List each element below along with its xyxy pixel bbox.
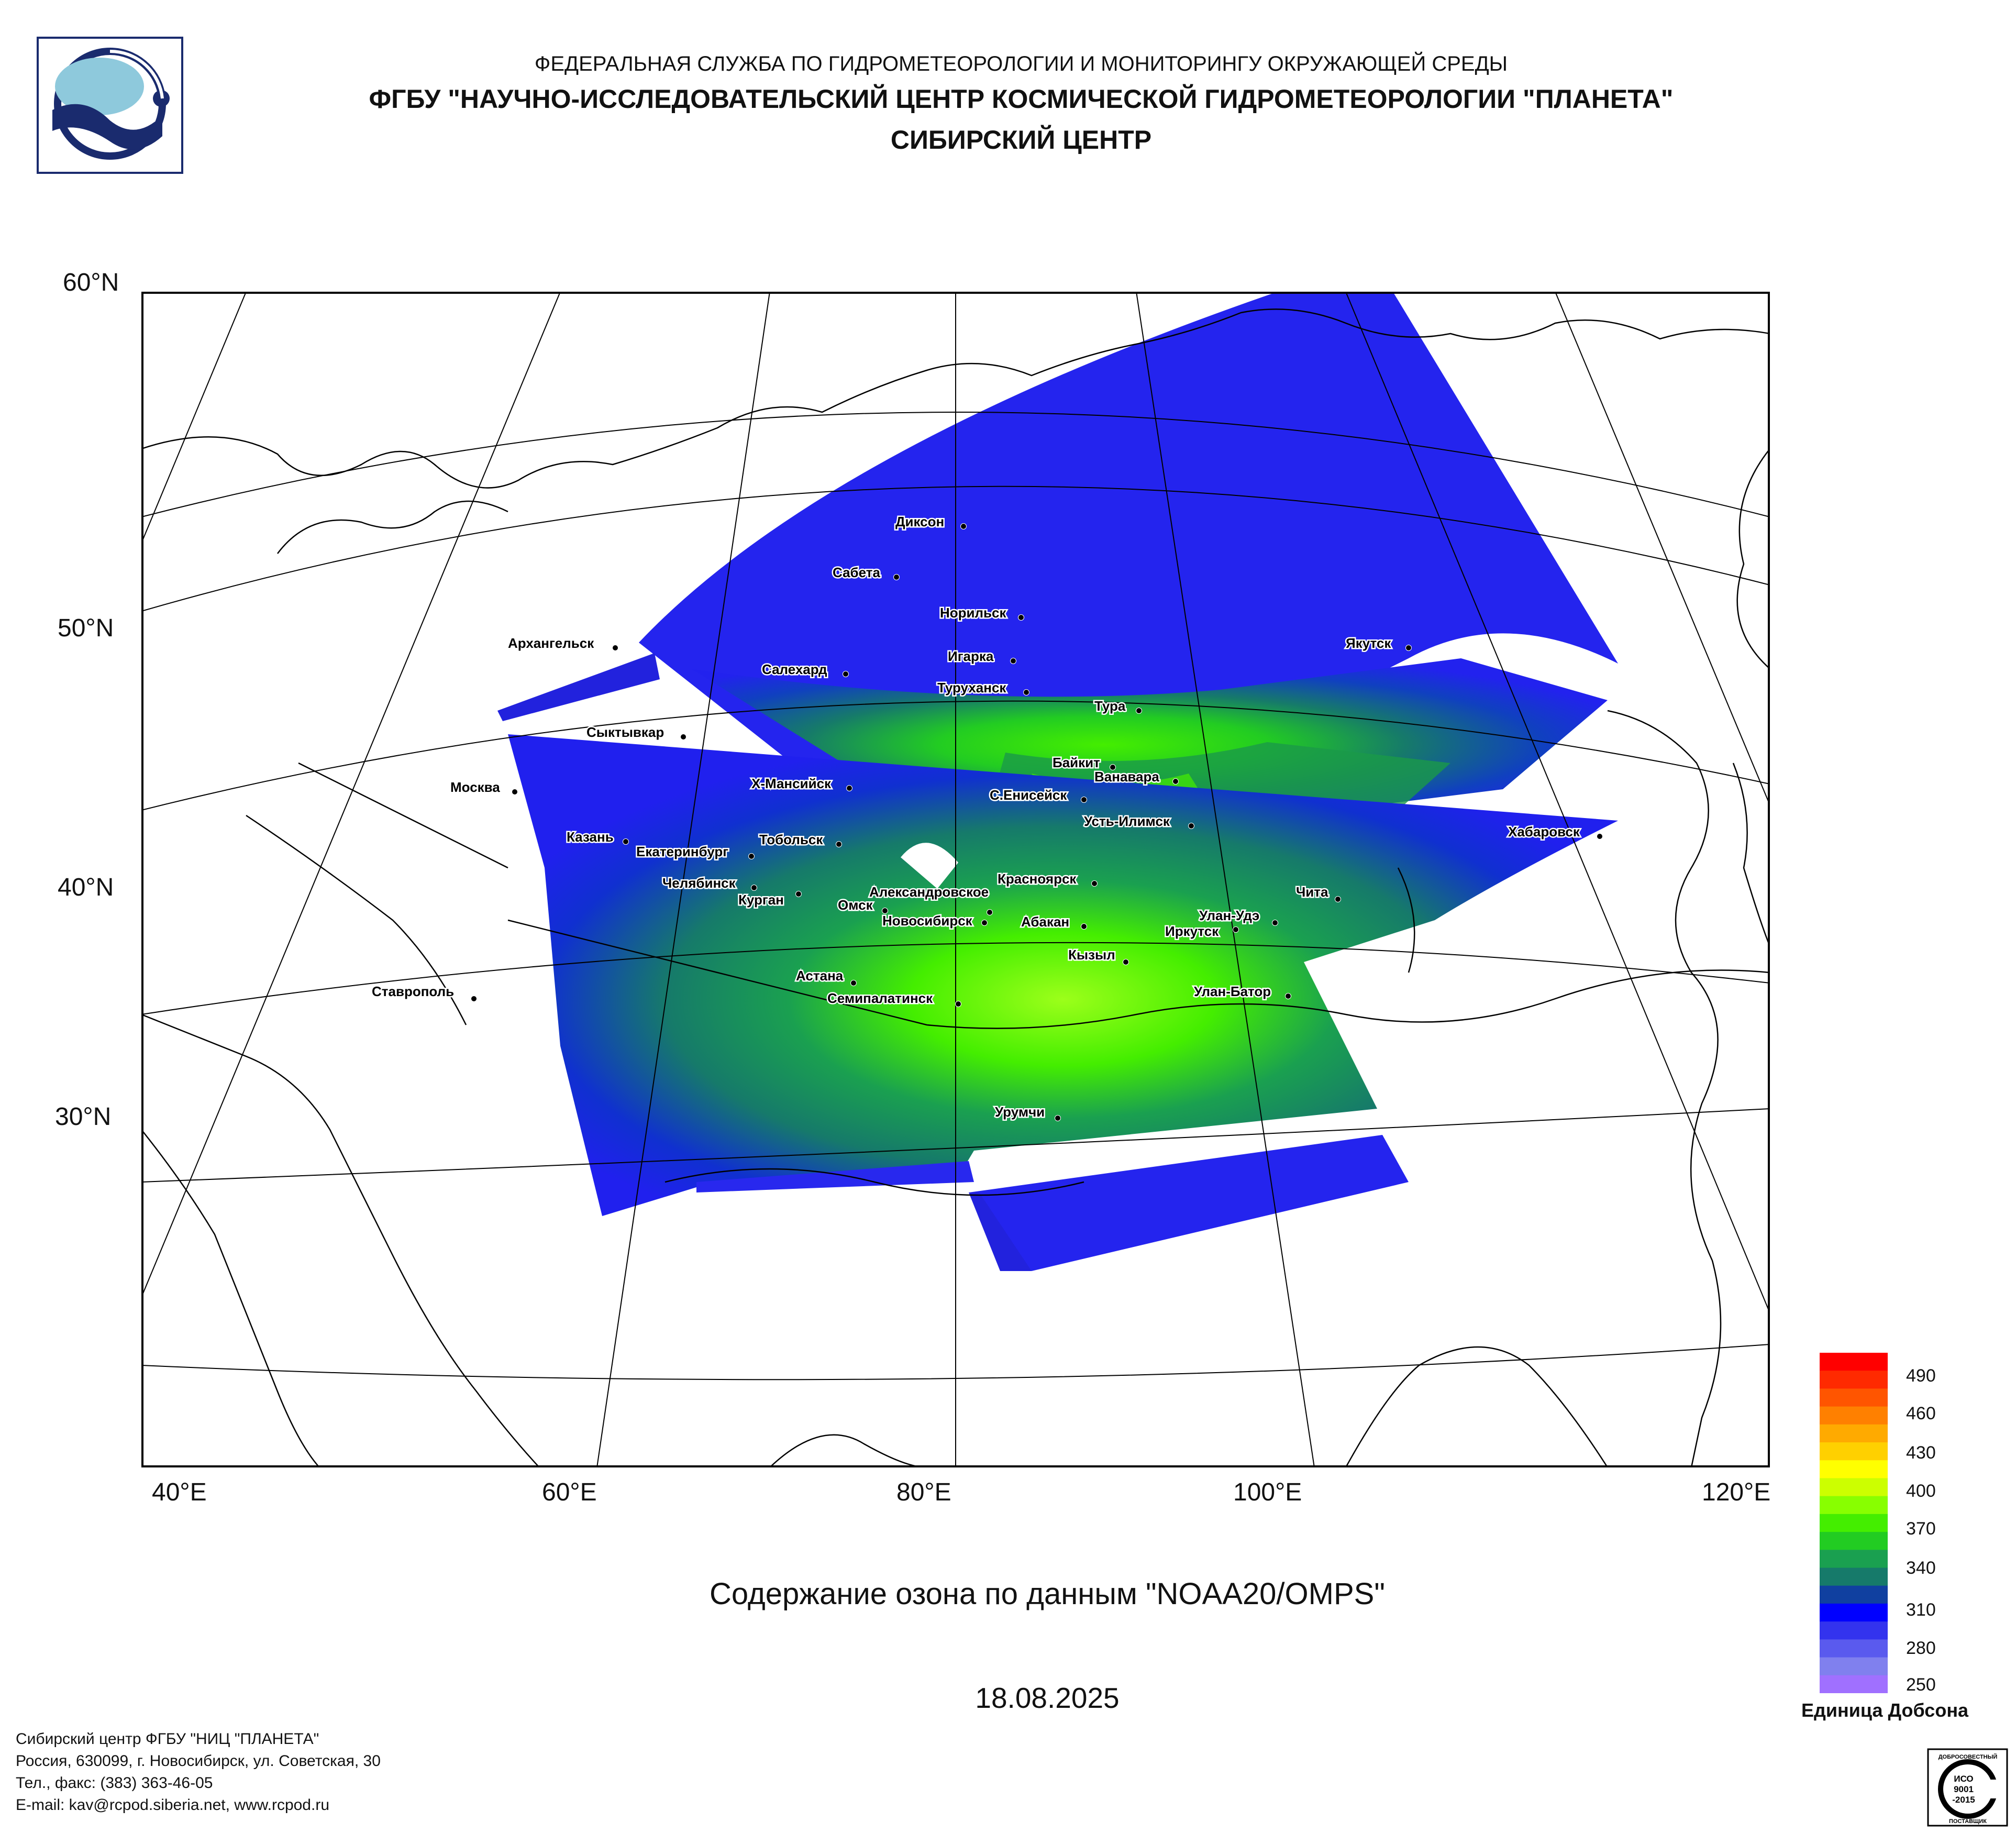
lat-label-50: 50°N [58,614,114,642]
cert-bottom-text: ПОСТАВЩИК [1949,1818,1987,1825]
city-label: Улан-Удэ [1199,908,1259,923]
legend-label: 340 [1906,1558,1936,1578]
lat-label-30: 30°N [55,1103,112,1131]
city-label: Салехард [762,661,827,677]
lon-label-80: 80°E [896,1478,951,1506]
header-agency: ФЕДЕРАЛЬНАЯ СЛУЖБА ПО ГИДРОМЕТЕОРОЛОГИИ … [534,52,1508,75]
footer-email: E-mail: kav@rcpod.siberia.net, www.rcpod… [16,1796,330,1814]
legend-swatch [1820,1567,1888,1586]
city-label: Екатеринбург [636,844,728,859]
legend-label: 370 [1906,1519,1936,1539]
map-caption: Содержание озона по данным "NOAA20/OMPS" [710,1577,1385,1611]
city-label: Сыктывкар [586,724,664,740]
legend-units: Единица Добсона [1801,1699,1969,1721]
city-label: Новосибирск [882,913,973,929]
city-label: Москва [450,779,500,795]
planeta-logo [37,37,183,174]
lon-label-40: 40°E [152,1478,207,1506]
city-label: Тура [1094,698,1126,714]
lon-label-120: 120°E [1702,1478,1771,1506]
city-label: Сабета [833,565,880,580]
city-label: Туруханск [937,680,1006,695]
city-label: Курган [738,892,784,908]
iso-certification-badge: ДОБРОСОВЕСТНЫЙ ИСО 9001 -2015 ПОСТАВЩИК [1927,1748,2008,1827]
legend-colorbar [1820,1353,1888,1693]
city-label: Урумчи [995,1104,1045,1120]
map-date: 18.08.2025 [975,1682,1120,1714]
footer-phone: Тел., факс: (383) 363-46-05 [16,1774,213,1792]
legend-swatch [1820,1424,1888,1443]
cert-top-text: ДОБРОСОВЕСТНЫЙ [1939,1753,1998,1760]
city-label: Астана [796,968,844,984]
legend-swatch [1820,1675,1888,1693]
city-label: Ставрополь [372,984,454,999]
city-label: Улан-Батор [1194,984,1271,999]
legend-swatch [1820,1460,1888,1478]
city-label: Абакан [1021,914,1069,930]
legend-swatch [1820,1621,1888,1640]
city-label: Омск [838,897,873,913]
legend-swatch [1820,1478,1888,1497]
legend-label: 490 [1906,1366,1936,1386]
legend-swatch [1820,1353,1888,1371]
city-label: Байкит [1053,755,1100,770]
city-label: Хабаровск [1508,824,1580,840]
ozone-field [497,292,1618,1271]
header-center: СИБИРСКИЙ ЦЕНТР [890,125,1152,154]
city-label: Чита [1296,884,1328,900]
legend-swatch [1820,1514,1888,1532]
city-label: Архангельск [508,635,594,651]
cert-line2: 9001 [1954,1784,1974,1794]
city-label: С.Енисейск [990,787,1067,803]
city-label: Казань [567,829,614,845]
city-label: Красноярск [998,871,1077,887]
header-institute: ФГБУ "НАУЧНО-ИССЛЕДОВАТЕЛЬСКИЙ ЦЕНТР КОС… [369,84,1674,114]
legend-swatch [1820,1406,1888,1425]
legend-swatch [1820,1496,1888,1515]
city-label: Ванавара [1094,769,1159,785]
city-label: Норильск [940,605,1006,621]
footer-address: Россия, 630099, г. Новосибирск, ул. Сове… [16,1752,381,1770]
lon-label-100: 100°E [1233,1478,1302,1506]
city-label: Челябинск [662,875,736,891]
city-label: Александровское [869,884,989,900]
legend-label: 400 [1906,1481,1936,1501]
city-label: Усть-Илимск [1084,813,1170,829]
cert-line3: -2015 [1952,1795,1975,1805]
legend-label: 460 [1906,1404,1936,1423]
cert-line1: ИСО [1954,1774,1973,1784]
legend-label: 250 [1906,1675,1936,1695]
city-label: Тобольск [759,832,823,847]
legend-swatch [1820,1657,1888,1676]
legend-swatch [1820,1585,1888,1604]
lat-label-60: 60°N [63,269,119,296]
footer-org: Сибирский центр ФГБУ "НИЦ "ПЛАНЕТА" [16,1730,319,1748]
city-label: Диксон [895,514,944,529]
city-label: Иркутск [1165,923,1219,939]
legend-swatch [1820,1371,1888,1389]
city-label: Семипалатинск [827,990,933,1006]
graticule [141,292,1770,1467]
legend-swatch [1820,1532,1888,1550]
city-label: Якутск [1346,635,1391,651]
footer-contacts: Сибирский центр ФГБУ "НИЦ "ПЛАНЕТА" Росс… [16,1728,381,1816]
lon-label-60: 60°E [542,1478,597,1506]
legend-swatch [1820,1388,1888,1407]
legend-swatch [1820,1639,1888,1658]
city-label: Х-Мансийск [751,776,832,791]
legend-label: 280 [1906,1638,1936,1658]
ozone-map: Диксон Сабета Норильск Игарка Салехард Т… [141,292,1770,1467]
lat-label-40: 40°N [58,874,114,901]
city-label: Игарка [948,648,994,664]
legend-swatch [1820,1550,1888,1569]
legend-swatch [1820,1603,1888,1622]
legend-label: 310 [1906,1600,1936,1620]
city-labels: Диксон Сабета Норильск Игарка Салехард Т… [371,513,1603,1121]
legend-swatch [1820,1442,1888,1461]
legend-label: 430 [1906,1443,1936,1463]
city-label: Кызыл [1068,947,1115,963]
coastlines [141,308,1770,1467]
